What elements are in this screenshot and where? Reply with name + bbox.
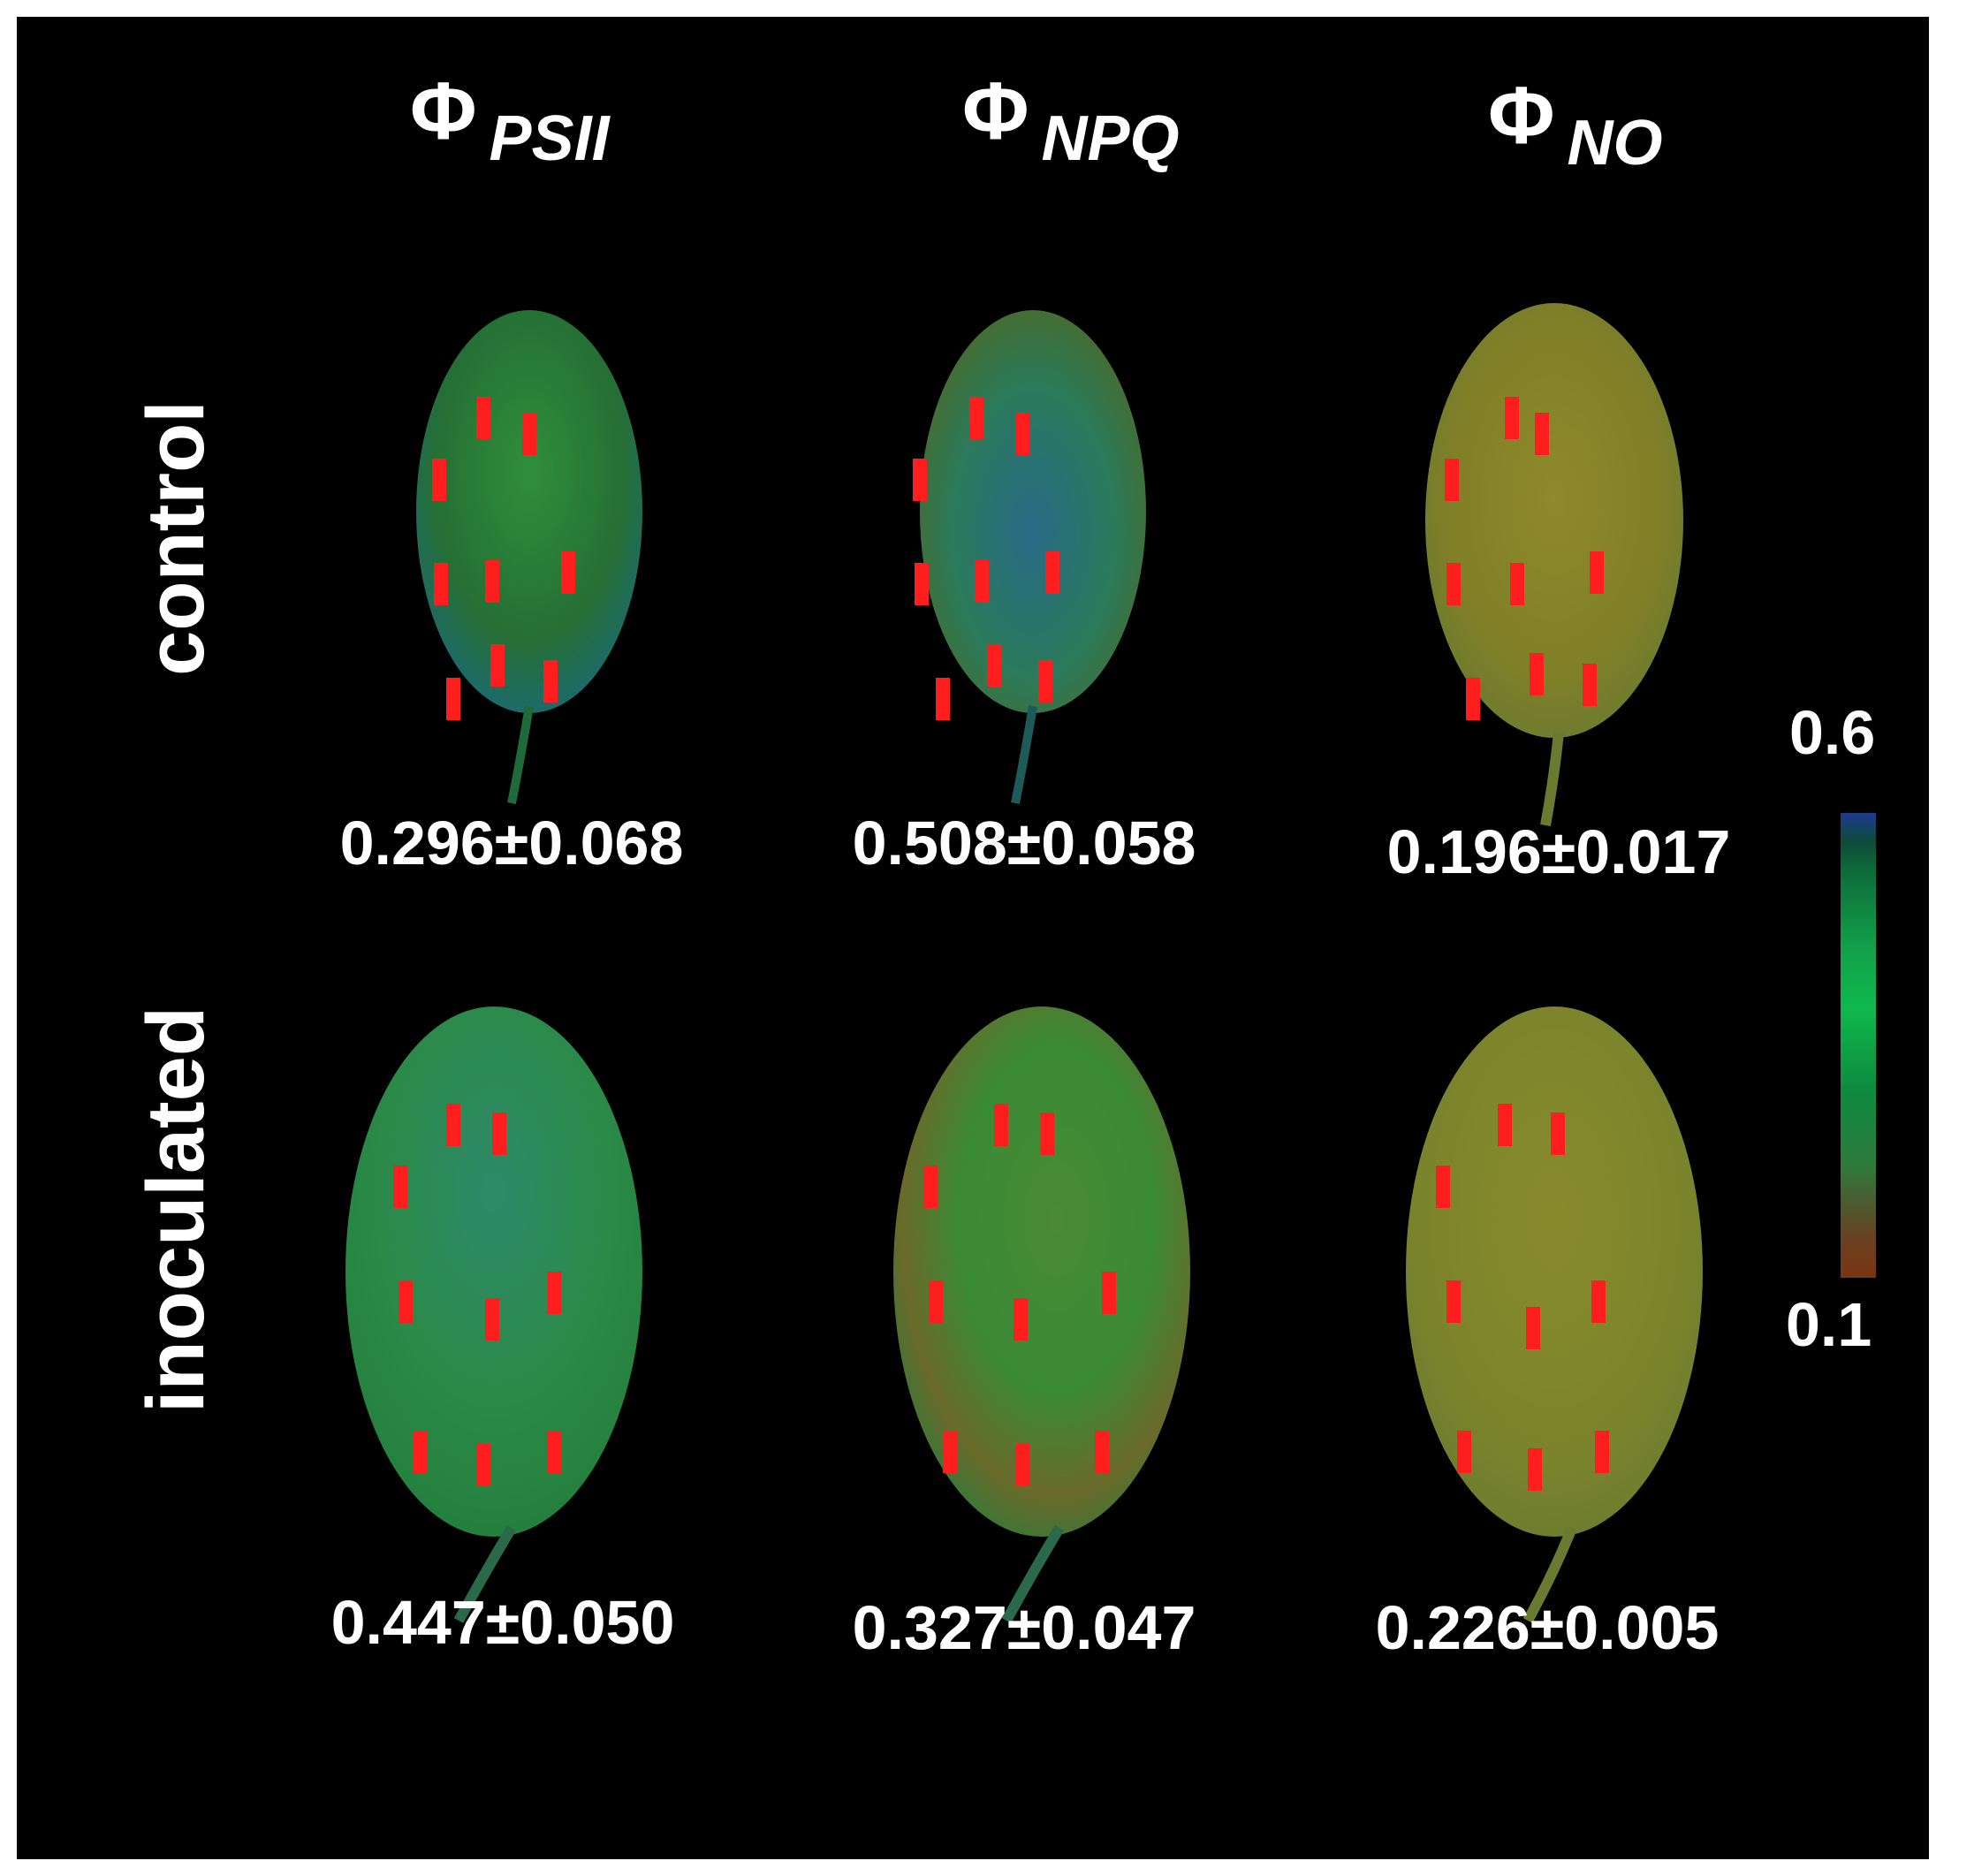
column-header-no: Φ NO [1488, 70, 1663, 178]
leaf-image-control-no [1425, 303, 1683, 827]
subscript-npq: NPQ [1041, 103, 1180, 174]
leaf-image-control-psii [416, 310, 642, 804]
value-inoculated-no: 0.226±0.005 [1375, 1593, 1720, 1662]
value-control-no: 0.196±0.017 [1386, 817, 1731, 886]
value-inoculated-npq: 0.327±0.047 [852, 1593, 1196, 1662]
colorscale-bar [1841, 813, 1876, 1278]
leaf-image-inoculated-no [1406, 1006, 1703, 1623]
phi-symbol: Φ [962, 66, 1029, 156]
leaf-image-control-npq [913, 310, 1146, 804]
figure-panel: Φ PSII Φ NPQ Φ NO control inoculated [17, 17, 1929, 1859]
colorscale-max-label: 0.6 [1789, 698, 1876, 767]
row-label-control: control [131, 400, 221, 676]
value-inoculated-psii: 0.447±0.050 [330, 1588, 675, 1657]
subscript-no: NO [1567, 108, 1663, 178]
leaf-image-inoculated-psii [345, 1006, 642, 1623]
leaf-image-inoculated-npq [893, 1006, 1190, 1623]
column-header-npq: Φ NPQ [962, 65, 1180, 174]
phi-symbol: Φ [410, 66, 477, 156]
phi-symbol: Φ [1488, 71, 1555, 161]
column-header-psii: Φ PSII [410, 65, 610, 174]
value-control-npq: 0.508±0.058 [852, 809, 1196, 877]
value-control-psii: 0.296±0.068 [339, 809, 684, 877]
row-label-inoculated: inoculated [131, 1006, 221, 1414]
subscript-psii: PSII [489, 103, 610, 174]
colorscale-min-label: 0.1 [1786, 1290, 1872, 1359]
